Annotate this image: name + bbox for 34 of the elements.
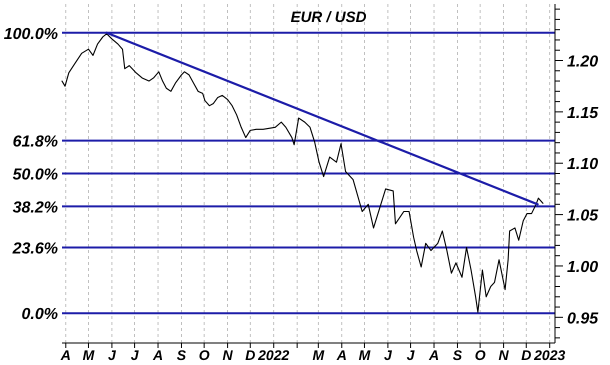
text: 100.0% (4, 26, 58, 43)
x-tick-label: D (245, 347, 256, 363)
text: 61.8% (12, 134, 58, 151)
x-tick-label: J (406, 347, 416, 363)
x-tick-label: J (108, 347, 118, 363)
y-tick-label: 1.05 (567, 208, 600, 225)
x-tick-label: O (474, 347, 486, 363)
y-tick-label: 1.20 (567, 54, 598, 70)
x-tick-label: S (452, 347, 463, 363)
y-tick-label: 1.00 (567, 258, 598, 276)
x-tick-label: A (336, 347, 347, 363)
text: 23.6% (12, 240, 58, 258)
x-tick-label: N (222, 347, 234, 363)
x-tick-label: M (358, 347, 371, 363)
text: 0.95 (567, 310, 598, 328)
x-tick-label: M (82, 347, 95, 363)
x-tick-label: 2022 (257, 347, 290, 363)
y-tick-label: 1.10 (567, 156, 598, 174)
x-tick-label: M (312, 347, 324, 363)
text: 38.2% (12, 199, 58, 216)
x-tick-label: S (176, 347, 187, 363)
x-tick-label: N (498, 347, 510, 363)
x-tick-label: O (198, 347, 210, 363)
x-tick-label: D (521, 347, 532, 363)
x-tick-label: 2023 (533, 347, 566, 363)
text: 0.0% (22, 306, 58, 324)
x-tick-label: A (60, 347, 71, 363)
x-tick-label: J (130, 347, 140, 363)
y-tick-label: 1.15 (567, 104, 600, 122)
text: 50.0% (12, 166, 58, 184)
chart-title: EUR / USD (290, 9, 367, 26)
x-tick-label: A (152, 347, 164, 363)
x-tick-label: J (384, 347, 393, 363)
x-tick-label: A (428, 347, 440, 363)
